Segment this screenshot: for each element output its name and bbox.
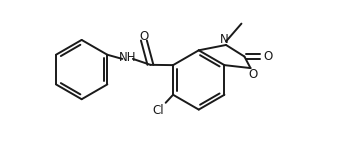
Text: NH: NH <box>119 51 136 64</box>
Text: O: O <box>248 68 257 81</box>
Text: O: O <box>139 31 148 43</box>
Text: Cl: Cl <box>152 104 164 117</box>
Text: O: O <box>263 50 272 63</box>
Text: N: N <box>220 33 229 46</box>
